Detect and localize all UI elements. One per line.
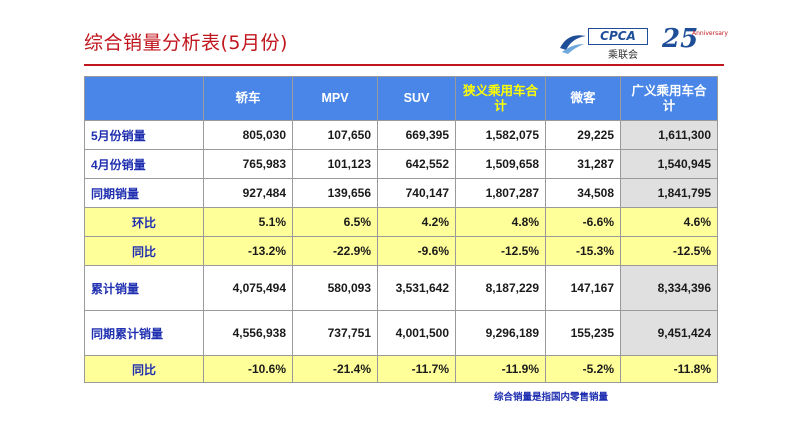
anniversary-number: 25	[662, 24, 699, 54]
table-cell: -15.3%	[545, 236, 621, 266]
row-label: 5月份销量	[84, 120, 204, 150]
sales-table: 轿车 MPV SUV 狭义乘用车合计 微客 广义乘用车合计 5月份销量 805,…	[84, 76, 718, 383]
table-cell: 4.8%	[455, 207, 546, 237]
column-header-sedan: 轿车	[203, 76, 293, 121]
table-header-row: 轿车 MPV SUV 狭义乘用车合计 微客 广义乘用车合计	[84, 76, 718, 121]
table-cell: 765,983	[203, 149, 293, 179]
row-label: 同期销量	[84, 178, 204, 208]
table-cell: 8,334,396	[620, 265, 718, 311]
row-label: 环比	[84, 207, 204, 237]
table-cell: 4.2%	[377, 207, 456, 237]
table-cell: 3,531,642	[377, 265, 456, 311]
row-label: 同期累计销量	[84, 310, 204, 356]
logo-group: CPCA 乘联会 25 Anniversary	[558, 24, 728, 62]
table-cell: 1,841,795	[620, 178, 718, 208]
table-cell: -12.5%	[620, 236, 718, 266]
table-cell: 6.5%	[292, 207, 378, 237]
table-cell: 1,509,658	[455, 149, 546, 179]
table-cell: 737,751	[292, 310, 378, 356]
column-header-minivan: 微客	[545, 76, 621, 121]
column-header-broad-total: 广义乘用车合计	[620, 76, 718, 121]
cpca-subtitle: 乘联会	[608, 50, 638, 61]
table-cell: 139,656	[292, 178, 378, 208]
table-cell: 107,650	[292, 120, 378, 150]
table-cell: 4,556,938	[203, 310, 293, 356]
table-cell: -21.4%	[292, 355, 378, 383]
row-label: 同比	[84, 236, 204, 266]
table-cell: -11.7%	[377, 355, 456, 383]
table-cell: -6.6%	[545, 207, 621, 237]
anniversary-label: Anniversary	[692, 30, 728, 37]
table-cell: 580,093	[292, 265, 378, 311]
footnote: 综合销量是指国内零售销量	[494, 392, 609, 403]
title-divider	[84, 64, 724, 66]
table-row: 同比 -10.6% -21.4% -11.7% -11.9% -5.2% -11…	[84, 355, 718, 383]
table-cell: 31,287	[545, 149, 621, 179]
row-label: 同比	[84, 355, 204, 383]
table-row: 同比 -13.2% -22.9% -9.6% -12.5% -15.3% -12…	[84, 236, 718, 266]
table-cell: 1,807,287	[455, 178, 546, 208]
table-cell: -11.9%	[455, 355, 546, 383]
table-cell: 155,235	[545, 310, 621, 356]
table-cell: 1,582,075	[455, 120, 546, 150]
anniversary-logo: 25 Anniversary	[662, 24, 728, 62]
column-header-mpv: MPV	[292, 76, 378, 121]
table-cell: 740,147	[377, 178, 456, 208]
table-cell: 4,001,500	[377, 310, 456, 356]
cpca-wordmark: CPCA	[588, 28, 648, 45]
table-row: 5月份销量 805,030 107,650 669,395 1,582,075 …	[84, 120, 718, 150]
table-cell: 29,225	[545, 120, 621, 150]
table-row: 同期销量 927,484 139,656 740,147 1,807,287 3…	[84, 178, 718, 208]
table-cell: -22.9%	[292, 236, 378, 266]
row-label: 累计销量	[84, 265, 204, 311]
table-cell: 669,395	[377, 120, 456, 150]
cpca-swoosh-icon	[560, 35, 586, 54]
table-cell: 101,123	[292, 149, 378, 179]
table-row: 环比 5.1% 6.5% 4.2% 4.8% -6.6% 4.6%	[84, 207, 718, 237]
header-corner	[84, 76, 204, 121]
table-cell: 5.1%	[203, 207, 293, 237]
table-cell: 8,187,229	[455, 265, 546, 311]
table-cell: -5.2%	[545, 355, 621, 383]
row-label: 4月份销量	[84, 149, 204, 179]
table-row: 同期累计销量 4,556,938 737,751 4,001,500 9,296…	[84, 310, 718, 356]
table-cell: 642,552	[377, 149, 456, 179]
page-title: 综合销量分析表(5月份)	[84, 32, 288, 54]
table-cell: -12.5%	[455, 236, 546, 266]
table-cell: -10.6%	[203, 355, 293, 383]
table-row: 累计销量 4,075,494 580,093 3,531,642 8,187,2…	[84, 265, 718, 311]
column-header-suv: SUV	[377, 76, 456, 121]
table-cell: 9,296,189	[455, 310, 546, 356]
column-header-narrow-total: 狭义乘用车合计	[455, 76, 546, 121]
table-row: 4月份销量 765,983 101,123 642,552 1,509,658 …	[84, 149, 718, 179]
table-cell: 927,484	[203, 178, 293, 208]
table-cell: -9.6%	[377, 236, 456, 266]
table-cell: 4,075,494	[203, 265, 293, 311]
table-cell: 4.6%	[620, 207, 718, 237]
table-cell: 1,540,945	[620, 149, 718, 179]
table-cell: 9,451,424	[620, 310, 718, 356]
table-cell: 147,167	[545, 265, 621, 311]
table-cell: 1,611,300	[620, 120, 718, 150]
cpca-logo: CPCA 乘联会	[558, 24, 650, 61]
table-cell: -13.2%	[203, 236, 293, 266]
table-cell: 805,030	[203, 120, 293, 150]
table-cell: -11.8%	[620, 355, 718, 383]
table-cell: 34,508	[545, 178, 621, 208]
